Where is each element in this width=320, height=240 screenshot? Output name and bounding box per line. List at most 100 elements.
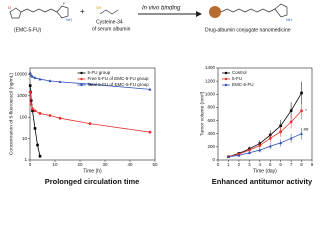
data-point [36,143,39,147]
data-point [38,77,42,81]
x-tick-label: 10 [52,162,58,167]
cysteine-structure: SH [96,5,119,15]
legend-marker [80,71,83,75]
legend-marker [224,77,228,81]
x-tick-label: 20 [77,162,83,167]
svg-text:F: F [63,1,66,6]
series-line [228,110,302,158]
data-point [300,91,303,95]
x-tick-label: 50 [152,162,158,167]
legend-label: Free 5-FU of EMC-5-FU group [88,76,150,81]
data-point [237,153,241,157]
data-point [33,76,37,79]
data-point [28,71,32,74]
data-point [300,109,303,113]
legend-marker [80,83,83,87]
x-tick-label: 30 [102,162,108,167]
y-tick-label: 1000 [205,91,216,96]
y-tick-label: 1000 [17,93,28,98]
series-line [29,92,151,133]
data-point [33,127,37,130]
y-tick-label: 400 [207,131,215,136]
legend-label: 5-FU [232,76,242,81]
legend-label: 5-FU group [88,70,111,75]
data-point [31,107,34,111]
data-point [247,148,251,152]
data-point [28,90,32,94]
legend-label: Total 5-FU of EMC-5-FU group [88,82,150,87]
arrow-label: In vivo binding [142,6,181,12]
data-point [29,102,33,106]
data-point [279,130,283,134]
annotation: * [305,108,307,113]
data-point [88,122,92,126]
product-label: Drug-albumin conjugate nanomedicine [205,27,291,33]
data-point [33,109,37,113]
protein-label-2: of serum albumin [92,26,131,32]
x-tick-label: 2 [238,162,241,167]
data-point [247,151,251,154]
x-axis-label: Time (h) [83,168,102,174]
plus-sign: + [80,7,85,16]
data-point [148,130,152,134]
drug-structure: O F NH [8,1,72,22]
data-point [268,144,272,148]
y-tick-label: 10000 [14,72,27,77]
svg-text:NH: NH [286,17,292,22]
data-point [31,74,34,78]
data-point [279,141,283,145]
x-tick-label: 5 [269,162,272,167]
data-point [58,116,62,120]
data-point [148,87,152,91]
y-tick-label: 600 [207,118,215,123]
legend-marker [224,71,228,75]
y-tick-label: 200 [207,144,215,149]
data-point [88,82,92,86]
data-point [258,148,262,152]
x-tick-label: 40 [127,162,133,167]
plot-frame [29,67,156,161]
annotation: ## [303,127,309,132]
data-point [28,84,32,87]
data-point [48,79,52,83]
data-point [31,109,34,113]
data-point [38,154,42,158]
y-tick-label: 100 [19,114,27,119]
y-tick-label: 800 [207,105,215,110]
caption: Enhanced antitumor activity [212,177,313,186]
drug-label: (EMC-5-FU) [14,27,42,33]
x-tick-label: 4 [259,162,262,167]
data-point [300,132,304,135]
legend-label: Control [232,70,247,75]
data-point [38,112,42,115]
legend-marker [224,83,228,87]
x-tick-label: 9 [311,162,314,167]
y-tick-label: 1400 [205,65,216,70]
data-point [48,114,52,117]
series-line [228,133,302,158]
data-point [279,124,282,128]
x-tick-label: 7 [290,162,293,167]
arrow-head [196,11,202,17]
data-point [268,136,272,140]
series-line [228,92,302,158]
x-tick-label: 6 [279,162,282,167]
plot-frame [217,67,313,161]
x-axis-label: Time (day) [253,168,277,174]
y-axis-label: Concentration of 5-fluorouracil (ng/mL) [8,73,14,156]
data-point [58,80,62,84]
x-tick-label: 0 [217,162,220,167]
legend-marker [80,77,83,81]
x-tick-label: 8 [300,162,303,167]
caption: Prolonged circulation time [45,177,140,186]
data-point [289,109,293,113]
svg-text:SH: SH [96,5,102,10]
svg-text:NH: NH [66,17,72,22]
x-tick-label: 0 [29,162,32,167]
x-tick-label: 1 [227,162,230,167]
product-structure: NH [209,3,292,22]
y-tick-label: 1 [24,157,27,162]
data-point [226,155,230,158]
x-tick-label: 3 [248,162,251,167]
protein-label: Cysteine-34 [96,19,123,25]
